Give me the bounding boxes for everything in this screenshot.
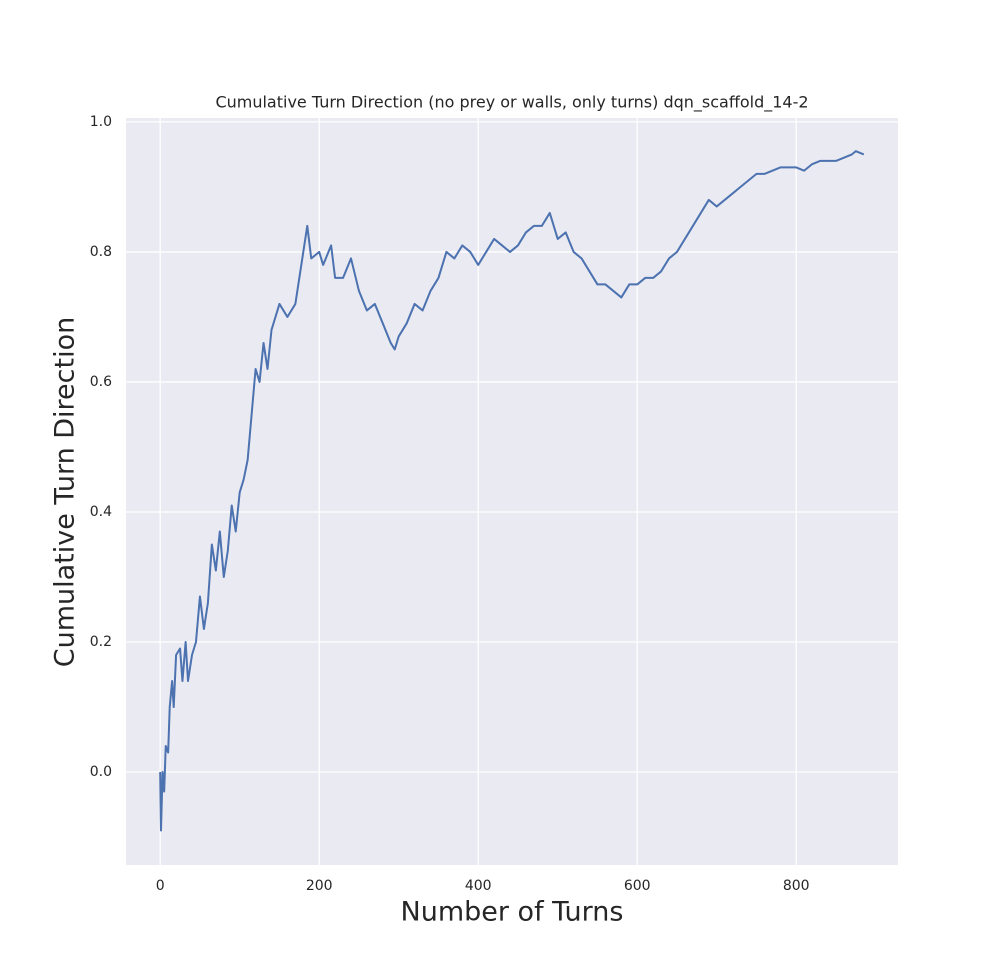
chart-title: Cumulative Turn Direction (no prey or wa… — [215, 93, 808, 113]
x-tick-label: 600 — [624, 878, 651, 894]
plot-area — [126, 118, 898, 865]
grid — [126, 118, 898, 865]
y-tick-label: 0.8 — [90, 244, 112, 260]
y-axis-label: Cumulative Turn Direction — [50, 317, 81, 668]
y-tick-label: 0.2 — [90, 634, 112, 650]
data-line — [159, 150, 865, 832]
x-tick-label: 0 — [156, 878, 165, 894]
x-tick-label: 800 — [783, 878, 810, 894]
y-tick-label: 0.4 — [90, 504, 112, 520]
y-tick-label: 0.6 — [90, 374, 112, 390]
marks — [159, 150, 865, 832]
x-tick-label: 400 — [465, 878, 492, 894]
y-tick-label: 1.0 — [90, 114, 112, 130]
x-tick-label: 200 — [306, 878, 333, 894]
x-axis-label: Number of Turns — [401, 897, 624, 928]
y-tick-label: 0.0 — [90, 764, 112, 780]
